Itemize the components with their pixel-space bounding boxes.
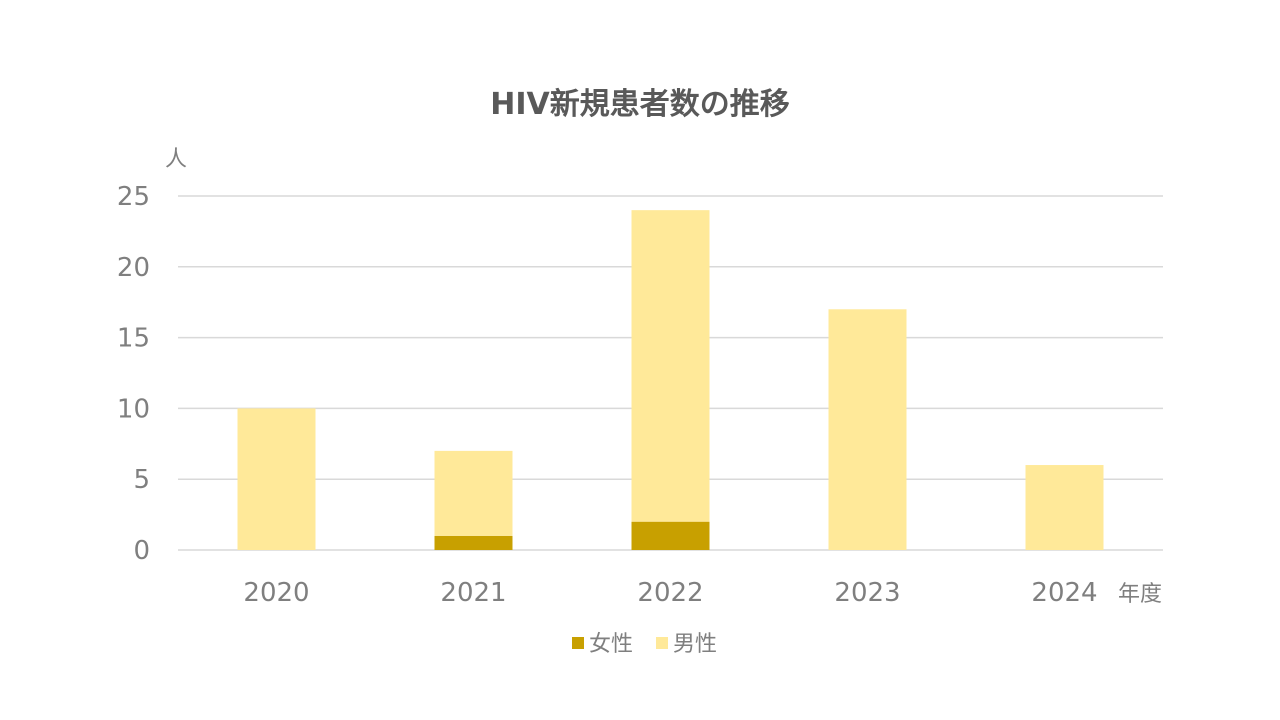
y-tick-label: 10 [117, 394, 150, 424]
legend: 女性 男性 [572, 632, 717, 657]
x-tick-label: 2022 [637, 578, 703, 608]
x-tick-label: 2020 [243, 578, 309, 608]
bar-2022-series-0 [631, 521, 710, 550]
x-axis-unit-label: 年度 [1118, 582, 1162, 607]
bar-2021-series-1 [434, 450, 513, 536]
y-tick-label: 15 [117, 324, 150, 354]
legend-label-0: 女性 [589, 632, 633, 657]
y-axis-tick-labels: 0 5 10 15 20 25 [117, 182, 150, 566]
y-axis-unit-label: 人 [165, 147, 187, 172]
bar-2023-series-1 [828, 309, 907, 550]
bar-2024-series-1 [1025, 465, 1104, 550]
legend-swatch-1 [656, 637, 668, 649]
x-tick-label: 2021 [440, 578, 506, 608]
y-tick-label: 0 [133, 536, 150, 566]
bar-2021-series-0 [434, 535, 513, 550]
y-tick-label: 20 [117, 253, 150, 283]
y-tick-label: 25 [117, 182, 150, 212]
x-axis-tick-labels: 2020 2021 2022 2023 2024 [243, 578, 1097, 608]
bar-2020-series-1 [237, 408, 316, 550]
bar-2022-series-1 [631, 210, 710, 522]
y-tick-label: 5 [133, 465, 150, 495]
x-tick-label: 2024 [1031, 578, 1097, 608]
legend-label-1: 男性 [673, 632, 717, 657]
x-tick-label: 2023 [834, 578, 900, 608]
bars [237, 210, 1104, 550]
legend-swatch-0 [572, 637, 584, 649]
chart-title: HIV新規患者数の推移 [490, 87, 790, 122]
